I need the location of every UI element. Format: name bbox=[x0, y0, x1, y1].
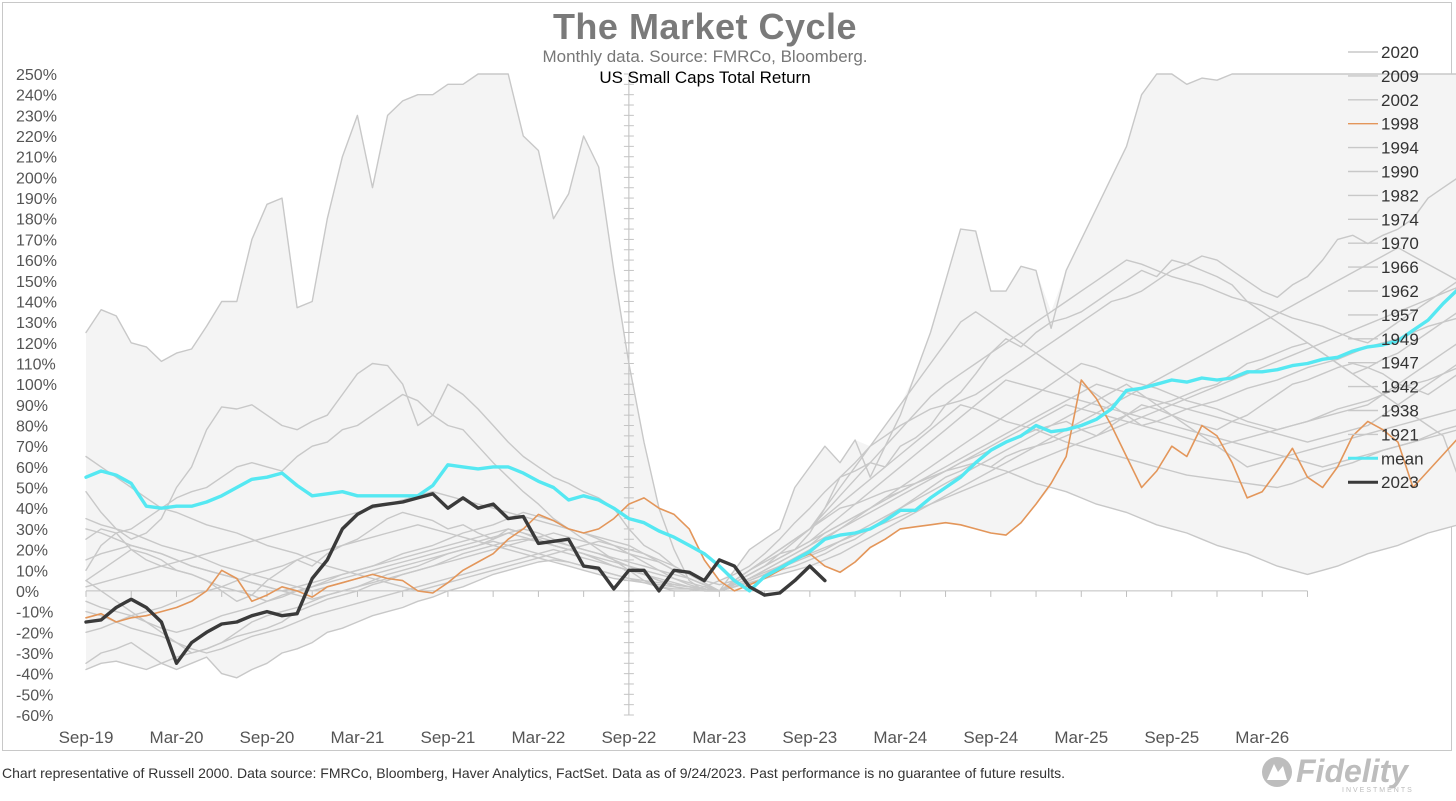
y-tick-label: 0% bbox=[16, 584, 39, 601]
x-tick-label: Mar-21 bbox=[331, 728, 385, 747]
y-axis-labels: 250% 240% 230% 220% 210% 200% 190% 180% 170% 160%… bbox=[16, 67, 57, 725]
x-tick-label: Sep-25 bbox=[1144, 728, 1199, 747]
y-tick-label: 10% bbox=[16, 563, 48, 580]
x-tick-label: Sep-23 bbox=[782, 728, 837, 747]
x-tick-label: Mar-24 bbox=[873, 728, 927, 747]
y-tick-label: -50% bbox=[16, 687, 53, 704]
y-tick-label: 150% bbox=[16, 274, 57, 291]
y-tick-label: 40% bbox=[16, 501, 48, 518]
page-subtitle: Monthly data. Source: FMRCo, Bloomberg. bbox=[542, 47, 868, 66]
legend-label-1994: 1994 bbox=[1381, 139, 1419, 158]
y-tick-label: 170% bbox=[16, 232, 57, 249]
x-tick-label: Sep-19 bbox=[59, 728, 114, 747]
legend-label-1938: 1938 bbox=[1381, 402, 1419, 421]
legend-label-1970: 1970 bbox=[1381, 234, 1419, 253]
y-tick-label: 240% bbox=[16, 88, 57, 105]
legend-label-1949: 1949 bbox=[1381, 330, 1419, 349]
y-tick-label: 140% bbox=[16, 294, 57, 311]
y-tick-label: 70% bbox=[16, 439, 48, 456]
y-tick-label: -30% bbox=[16, 646, 53, 663]
x-tick-label: Mar-20 bbox=[150, 728, 204, 747]
legend-label-2002: 2002 bbox=[1381, 91, 1419, 110]
y-tick-label: 50% bbox=[16, 481, 48, 498]
x-tick-label: Mar-22 bbox=[511, 728, 565, 747]
x-tick-label: Sep-20 bbox=[240, 728, 295, 747]
y-tick-label: -20% bbox=[16, 625, 53, 642]
series-line-2020 bbox=[85, 73, 1456, 592]
y-tick-label: 30% bbox=[16, 522, 48, 539]
legend-label-1947: 1947 bbox=[1381, 354, 1419, 373]
y-tick-label: 60% bbox=[16, 460, 48, 477]
y-tick-label: 90% bbox=[16, 398, 48, 415]
y-tick-label: 200% bbox=[16, 170, 57, 187]
series-line-1974 bbox=[85, 462, 1456, 679]
logo-subtext: INVESTMENTS bbox=[1342, 787, 1414, 794]
x-tick-label: Mar-25 bbox=[1054, 728, 1108, 747]
legend-label-1998: 1998 bbox=[1381, 115, 1419, 134]
y-tick-label: 100% bbox=[16, 377, 57, 394]
legend-label-mean: mean bbox=[1381, 449, 1424, 468]
series-line-1994 bbox=[85, 312, 1456, 671]
y-tick-label: 20% bbox=[16, 543, 48, 560]
y-tick-label: -60% bbox=[16, 708, 53, 725]
series-line-mean bbox=[84, 288, 1456, 593]
y-tick-label: -10% bbox=[16, 605, 53, 622]
history-range-band bbox=[86, 74, 1456, 678]
y-tick-label: 220% bbox=[16, 129, 57, 146]
legend-label-1957: 1957 bbox=[1381, 306, 1419, 325]
x-tick-label: Mar-23 bbox=[692, 728, 746, 747]
legend-label-2009: 2009 bbox=[1381, 67, 1419, 86]
y-tick-label: 80% bbox=[16, 419, 48, 436]
y-tick-label: 110% bbox=[16, 356, 56, 373]
legend-label-1990: 1990 bbox=[1381, 163, 1419, 182]
series-line-1998 bbox=[85, 379, 1456, 623]
y-tick-label: -40% bbox=[16, 667, 53, 684]
series-line-2023 bbox=[84, 492, 827, 665]
y-tick-label: 210% bbox=[16, 150, 57, 167]
page-title: The Market Cycle bbox=[552, 6, 858, 47]
x-tick-label: Sep-21 bbox=[421, 728, 476, 747]
y-tick-label: 160% bbox=[16, 253, 57, 270]
series-line-1942 bbox=[85, 259, 1456, 600]
x-axis: Sep-19 Mar-20 Sep-20 Mar-21 Sep-21 Mar-22 Sep-… bbox=[59, 590, 1308, 747]
y-tick-label: 250% bbox=[16, 67, 57, 84]
legend: 2020 2009 2002 1998 1994 1990 1982 1974 1970 1966… bbox=[1348, 43, 1424, 492]
legend-label-1942: 1942 bbox=[1381, 378, 1419, 397]
series-line-1970 bbox=[85, 404, 1456, 602]
y-tick-label: 230% bbox=[16, 108, 57, 125]
y-tick-label: 130% bbox=[16, 315, 57, 332]
legend-label-1921: 1921 bbox=[1381, 425, 1419, 444]
series-line-2002 bbox=[85, 263, 1456, 592]
x-tick-label: Mar-26 bbox=[1235, 728, 1289, 747]
cycle-low-axis bbox=[623, 73, 634, 716]
series-line-1957 bbox=[85, 343, 1456, 633]
legend-label-1982: 1982 bbox=[1381, 186, 1419, 205]
y-tick-label: 180% bbox=[16, 212, 57, 229]
legend-label-1966: 1966 bbox=[1381, 258, 1419, 277]
logo-wordmark: Fidelity bbox=[1296, 754, 1410, 789]
fidelity-logo: Fidelity INVESTMENTS bbox=[1262, 754, 1414, 794]
series-line-1949 bbox=[85, 364, 1456, 592]
y-tick-label: 120% bbox=[16, 336, 57, 353]
x-tick-label: Sep-22 bbox=[601, 728, 656, 747]
range-band bbox=[86, 74, 1456, 678]
x-tick-label: Sep-24 bbox=[963, 728, 1018, 747]
y-tick-label: 190% bbox=[16, 191, 57, 208]
legend-label-1962: 1962 bbox=[1381, 282, 1419, 301]
series-line-1962 bbox=[85, 287, 1456, 592]
series-line-1947 bbox=[85, 383, 1456, 654]
footnote: Chart representative of Russell 2000. Da… bbox=[2, 765, 1065, 781]
logo-emblem-icon bbox=[1262, 757, 1292, 787]
series-line-1938 bbox=[85, 379, 1456, 592]
legend-label-2020: 2020 bbox=[1381, 43, 1419, 62]
highlight-series-lines bbox=[84, 288, 1456, 665]
legend-label-2023: 2023 bbox=[1381, 473, 1419, 492]
chart-title: US Small Caps Total Return bbox=[599, 68, 811, 87]
legend-label-1974: 1974 bbox=[1381, 210, 1419, 229]
